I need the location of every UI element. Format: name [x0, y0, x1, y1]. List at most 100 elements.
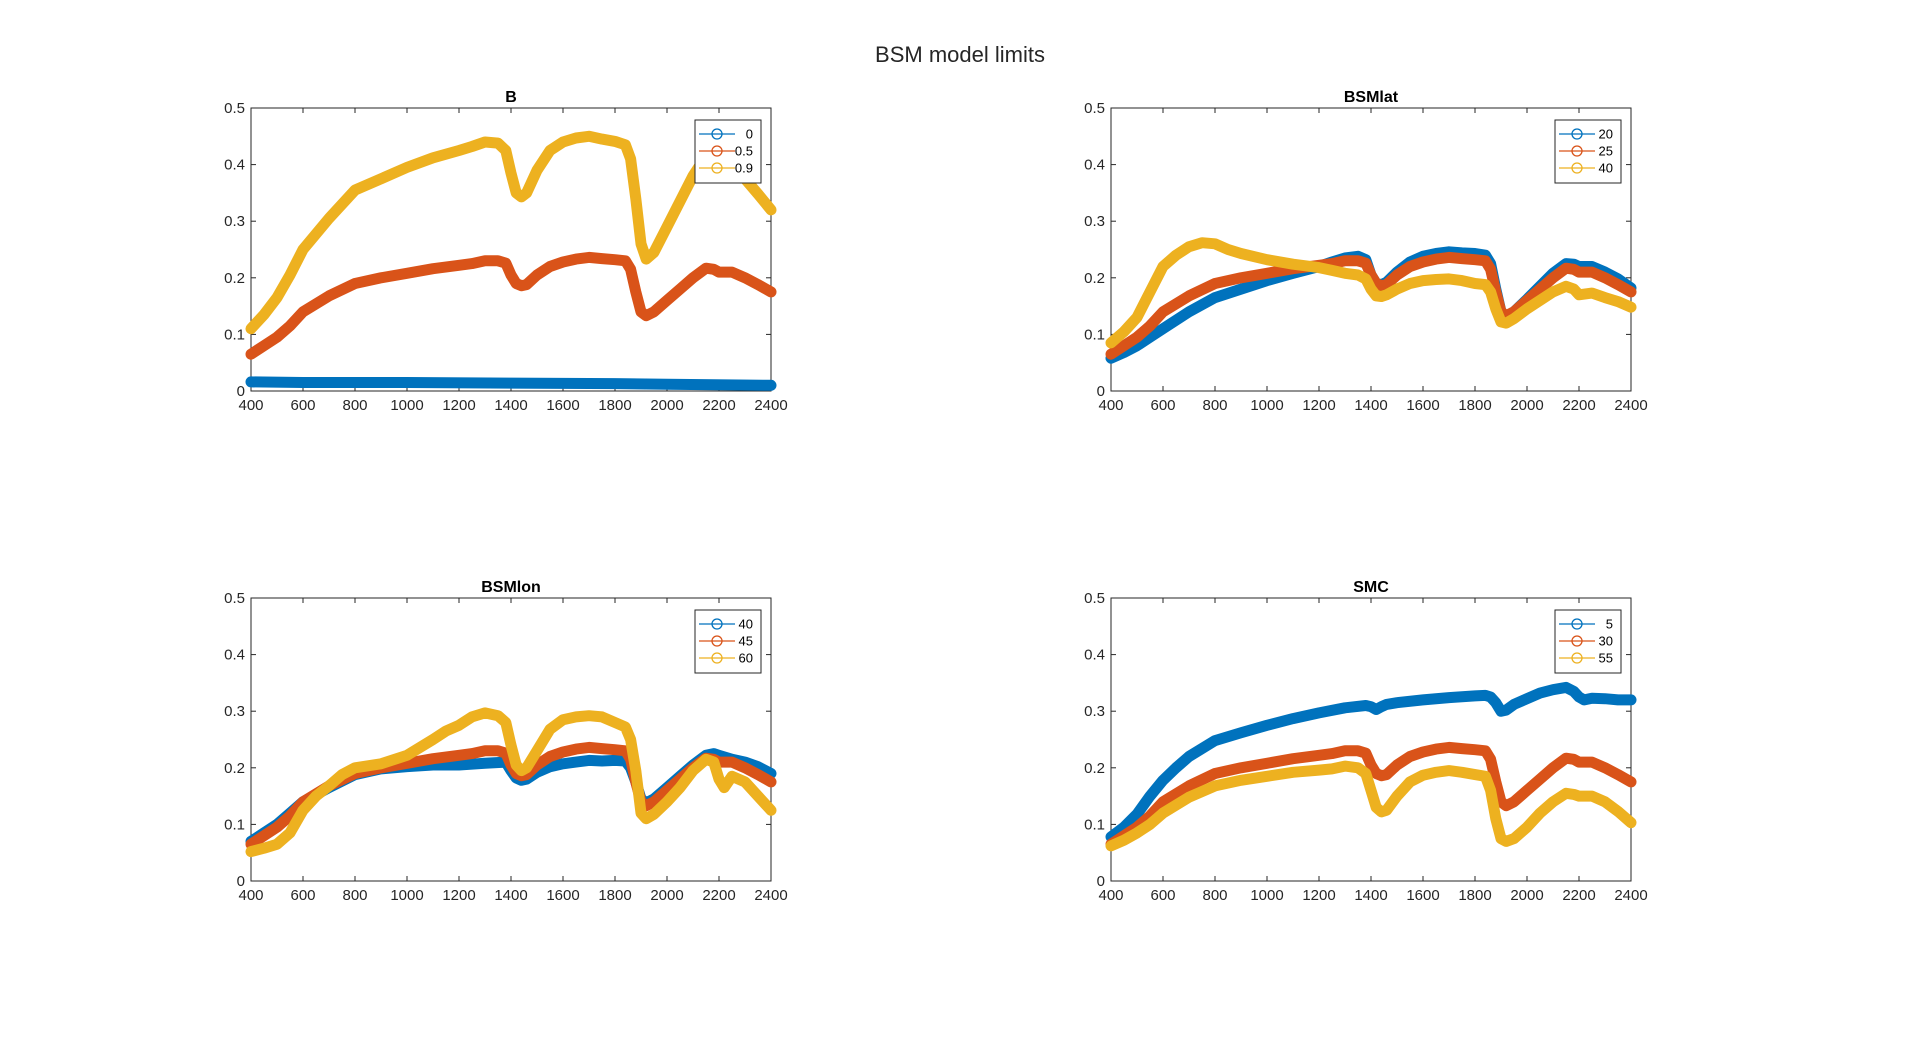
legend-label: 30 [1599, 634, 1613, 649]
y-tick-label: 0.5 [1084, 590, 1105, 607]
y-tick-label: 0.2 [1084, 760, 1105, 777]
series-line-25 [1105, 251, 1637, 360]
legend-marker [1571, 635, 1583, 647]
legend-marker [1571, 652, 1583, 664]
x-tick-label: 1000 [390, 887, 423, 904]
y-tick-label: 0.1 [224, 816, 245, 833]
x-tick-label: 2400 [754, 887, 787, 904]
x-tick-label: 1600 [1406, 887, 1439, 904]
x-tick-label: 2000 [650, 397, 683, 414]
series-line-0-5 [245, 251, 777, 360]
legend: 20 25 40 [1554, 119, 1622, 184]
series-line-0-9 [245, 130, 777, 335]
legend-marker [711, 145, 723, 157]
legend: 5 30 55 [1554, 609, 1622, 674]
x-tick-label: 600 [290, 397, 315, 414]
legend-marker [711, 635, 723, 647]
legend-label: 60 [739, 651, 753, 666]
y-tick-label: 0.5 [1084, 100, 1105, 117]
legend-marker [711, 128, 723, 140]
legend-label: 0.5 [735, 144, 753, 159]
legend-label: 0 [746, 127, 753, 142]
x-tick-label: 1000 [1250, 887, 1283, 904]
legend-marker [1571, 618, 1583, 630]
y-tick-label: 0 [237, 873, 245, 890]
x-tick-label: 800 [1202, 397, 1227, 414]
x-tick-label: 1800 [1458, 887, 1491, 904]
series-group [245, 130, 777, 391]
series-line-30 [1105, 741, 1637, 850]
legend-label: 40 [1599, 161, 1613, 176]
figure-title: BSM model limits [875, 42, 1045, 67]
y-tick-label: 0.3 [224, 703, 245, 720]
x-tick-label: 1800 [1458, 397, 1491, 414]
panel-title: B [505, 89, 517, 106]
y-tick-label: 0.3 [1084, 703, 1105, 720]
x-tick-label: 1800 [598, 887, 631, 904]
x-tick-label: 1200 [442, 397, 475, 414]
legend-label: 55 [1599, 651, 1613, 666]
x-tick-label: 1400 [1354, 887, 1387, 904]
series-group [245, 707, 777, 858]
x-tick-label: 800 [1202, 887, 1227, 904]
legend-marker [1571, 162, 1583, 174]
y-tick-label: 0.2 [1084, 270, 1105, 287]
legend-marker [1571, 145, 1583, 157]
y-tick-label: 0.2 [224, 760, 245, 777]
x-tick-label: 1000 [1250, 397, 1283, 414]
series-line-60 [245, 707, 777, 858]
y-tick-label: 0.3 [224, 213, 245, 230]
legend: 0 0.5 0.9 [694, 119, 762, 184]
x-tick-label: 1000 [390, 397, 423, 414]
x-tick-label: 2200 [702, 397, 735, 414]
legend-label: 20 [1599, 127, 1613, 142]
x-tick-label: 1200 [1302, 397, 1335, 414]
x-tick-label: 400 [238, 887, 263, 904]
y-tick-label: 0.2 [224, 270, 245, 287]
x-tick-label: 1600 [546, 397, 579, 414]
series-line-40 [1105, 237, 1637, 349]
x-tick-label: 1800 [598, 397, 631, 414]
y-tick-label: 0.1 [1084, 816, 1105, 833]
panel-title: BSMlon [481, 579, 541, 596]
y-tick-label: 0 [1097, 383, 1105, 400]
x-tick-label: 2200 [1562, 397, 1595, 414]
x-tick-label: 2200 [702, 887, 735, 904]
x-tick-label: 400 [1098, 397, 1123, 414]
panel-title: SMC [1353, 579, 1389, 596]
series-line-55 [1105, 760, 1637, 852]
series-group [1105, 681, 1637, 852]
x-tick-label: 600 [1150, 397, 1175, 414]
x-tick-label: 800 [342, 397, 367, 414]
y-tick-label: 0.5 [224, 590, 245, 607]
x-tick-label: 2000 [1510, 887, 1543, 904]
legend-label: 40 [739, 617, 753, 632]
legend-marker [711, 652, 723, 664]
legend: 40 45 60 [694, 609, 762, 674]
y-tick-label: 0.1 [1084, 326, 1105, 343]
series-line-5 [1105, 681, 1637, 843]
legend-label: 25 [1599, 144, 1613, 159]
y-tick-label: 0.5 [224, 100, 245, 117]
x-tick-label: 1600 [1406, 397, 1439, 414]
y-tick-label: 0 [1097, 873, 1105, 890]
x-tick-label: 600 [1150, 887, 1175, 904]
y-tick-label: 0.4 [1084, 647, 1105, 664]
x-tick-label: 1200 [442, 887, 475, 904]
plot-frame [1110, 597, 1632, 882]
legend-label: 5 [1606, 617, 1613, 632]
x-tick-label: 1400 [494, 397, 527, 414]
y-tick-label: 0.4 [1084, 157, 1105, 174]
x-tick-label: 1400 [1354, 397, 1387, 414]
x-tick-label: 2400 [1614, 397, 1647, 414]
series-line-0 [245, 376, 777, 391]
x-tick-label: 400 [1098, 887, 1123, 904]
legend-label: 0.9 [735, 161, 753, 176]
y-tick-label: 0.4 [224, 647, 245, 664]
x-tick-label: 2400 [754, 397, 787, 414]
y-tick-label: 0.3 [1084, 213, 1105, 230]
x-tick-label: 2400 [1614, 887, 1647, 904]
